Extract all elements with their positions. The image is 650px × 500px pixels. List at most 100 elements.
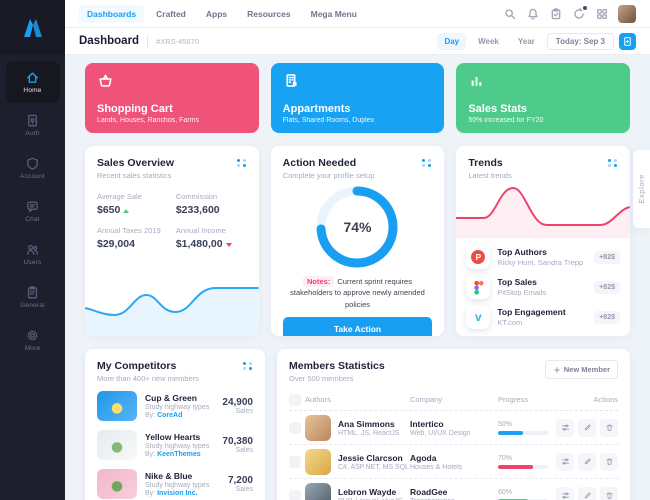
top-menu: Dashboards Crafted Apps Resources Mega M…	[79, 4, 365, 23]
sidebar-item-label: Account	[20, 173, 45, 180]
today-button[interactable]: Today: Sep 3	[546, 32, 614, 50]
members-statistics-card: Members Statistics Over 500 members New …	[277, 349, 630, 500]
topbar-actions	[503, 4, 636, 23]
member-name-link[interactable]: Jessie Clarcson	[338, 452, 403, 463]
member-name-link[interactable]: Lebron Wayde	[338, 486, 397, 497]
competitor-by-link[interactable]: Invision Inc.	[157, 490, 198, 497]
settings-action-button[interactable]	[556, 452, 574, 471]
card-subtitle: Over 500 members	[289, 374, 354, 383]
card-menu-icon[interactable]	[608, 157, 618, 167]
competitor-item[interactable]: Nike & Blue Study highway types By: Invisi…	[97, 469, 253, 499]
users-icon	[26, 244, 39, 255]
table-header-row: Authors Company Progress Actions	[289, 389, 618, 411]
range-week-button[interactable]: Week	[478, 36, 499, 46]
action-needed-card: Action Needed Complete your profile setu…	[270, 146, 445, 336]
menu-item-apps[interactable]: Apps	[205, 8, 228, 19]
card-menu-icon[interactable]	[243, 360, 253, 370]
row-checkbox[interactable]	[289, 489, 301, 500]
sidebar-item-users[interactable]: Users	[6, 233, 60, 275]
select-all-checkbox[interactable]	[289, 393, 301, 406]
row-checkbox[interactable]	[289, 455, 301, 468]
date-controls: Day Week Year Today: Sep 3	[437, 32, 636, 50]
member-name-link[interactable]: Ana Simmons	[338, 418, 395, 429]
sidebar: Home Auth Account Chat Users General Mor…	[0, 0, 65, 500]
user-avatar[interactable]	[618, 4, 636, 23]
sidebar-item-label: Auth	[25, 130, 40, 137]
sidebar-item-auth[interactable]: Auth	[6, 104, 60, 146]
row-checkbox[interactable]	[289, 421, 301, 434]
sidebar-item-label: General	[20, 302, 45, 309]
delete-action-button[interactable]	[600, 452, 618, 471]
menu-item-dashboards[interactable]: Dashboards	[79, 4, 145, 23]
delete-action-button[interactable]	[600, 486, 618, 500]
app-logo[interactable]	[0, 0, 65, 55]
edit-action-button[interactable]	[578, 486, 596, 500]
trend-item-top-sales[interactable]: Top Sales PitStop Emails +82$	[466, 272, 620, 302]
breadcrumb: #XRS-45670	[156, 36, 200, 46]
settings-action-button[interactable]	[556, 418, 574, 437]
main-area: Dashboards Crafted Apps Resources Mega M…	[65, 0, 650, 500]
competitor-item[interactable]: Cup & Green Study highway types By: CoreAd…	[97, 391, 253, 421]
competitor-by-link[interactable]: CoreAd	[157, 412, 183, 419]
trash-icon	[606, 424, 612, 431]
stat-average-sale: Average Sale $650	[97, 192, 142, 216]
grid-icon[interactable]	[595, 7, 609, 21]
topbar: Dashboards Crafted Apps Resources Mega M…	[65, 0, 650, 28]
menu-item-crafted[interactable]: Crafted	[156, 8, 186, 19]
explore-tab[interactable]: Explore	[633, 150, 650, 228]
progress-bar	[498, 430, 548, 435]
trend-item-top-authors[interactable]: P Top Authors Ricky Hunt, Sandra Trepp +8…	[466, 242, 620, 272]
explore-label: Explore	[637, 174, 646, 204]
sidebar-item-general[interactable]: General	[6, 276, 60, 318]
range-year-button[interactable]: Year	[517, 36, 535, 46]
edit-action-button[interactable]	[578, 418, 596, 437]
delete-action-button[interactable]	[600, 418, 618, 437]
search-icon[interactable]	[503, 7, 517, 21]
edit-action-button[interactable]	[578, 452, 596, 471]
progress-percent: 74%	[343, 219, 372, 235]
logo-mark-icon	[23, 18, 42, 37]
stat-commission: Commission $233,600	[175, 192, 220, 216]
competitor-by-link[interactable]: KeenThemes	[157, 451, 201, 458]
plus-icon	[553, 366, 560, 373]
card-title: Action Needed	[282, 157, 357, 169]
activity-icon[interactable]	[572, 5, 587, 21]
competitor-item[interactable]: Yellow Hearts Study highway types By: Keen…	[97, 430, 253, 460]
promo-card-shopping-cart[interactable]: Shopping Cart Lands, Houses, Ranchos, Fa…	[85, 63, 259, 133]
trend-item-top-engagement[interactable]: v Top Engagement KT.com +82$	[466, 302, 620, 332]
new-member-button[interactable]: New Member	[544, 360, 618, 379]
competitor-thumbnail	[97, 391, 137, 421]
sidebar-item-more[interactable]: More	[6, 319, 60, 361]
clipboard-check-icon[interactable]	[549, 7, 563, 21]
card-menu-icon[interactable]	[236, 157, 247, 167]
gear-icon	[27, 330, 38, 341]
promo-title: Sales Stats	[468, 103, 528, 115]
trend-badge: +82$	[594, 280, 620, 294]
sidebar-item-home[interactable]: Home	[5, 61, 60, 103]
sidebar-item-account[interactable]: Account	[6, 147, 60, 189]
trend-badge: +82$	[594, 250, 620, 264]
promo-card-sales-stats[interactable]: Sales Stats 50% increased for FY20	[456, 63, 630, 133]
new-document-button[interactable]	[619, 32, 636, 50]
competitors-card: My Competitors More than 400+ new member…	[85, 349, 265, 500]
trash-icon	[606, 458, 612, 465]
progress-bar	[498, 498, 548, 500]
take-action-button[interactable]: Take Action	[282, 316, 433, 336]
trends-list: P Top Authors Ricky Hunt, Sandra Trepp +8…	[456, 238, 630, 332]
range-day-button[interactable]: Day	[437, 32, 467, 50]
bell-icon[interactable]	[526, 7, 540, 21]
card-menu-icon[interactable]	[422, 157, 432, 167]
trend-up-icon	[123, 209, 130, 213]
promo-card-appartments[interactable]: Appartments Flats, Shared Rooms, Duplex	[270, 63, 445, 133]
trends-sparkline-chart	[456, 186, 630, 238]
sidebar-item-chat[interactable]: Chat	[6, 190, 60, 232]
sidebar-item-label: Chat	[25, 216, 40, 223]
table-row: Lebron WaydePHP, Laravel, VueJS RoadGeeT…	[289, 479, 618, 500]
menu-item-resources[interactable]: Resources	[247, 8, 291, 19]
menu-item-mega-menu[interactable]: Mega Menu	[310, 8, 357, 19]
card-title: Sales Overview	[97, 157, 175, 169]
settings-action-button[interactable]	[556, 486, 574, 500]
page-title: Dashboard	[79, 35, 140, 47]
promo-subtitle: Flats, Shared Rooms, Duplex	[282, 117, 375, 124]
stat-annual-taxes: Annual Taxes 2019 $29,004	[97, 226, 161, 250]
